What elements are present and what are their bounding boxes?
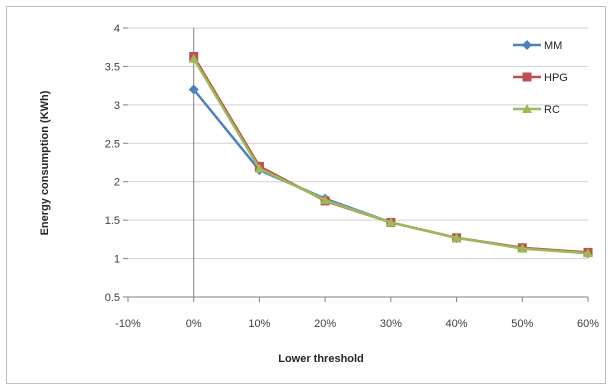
y-tick-label: 3 (114, 100, 120, 112)
data-point-rc (583, 248, 593, 258)
chart-frame (6, 6, 606, 384)
legend-marker-rc (522, 104, 532, 113)
y-tick-label: 1.5 (105, 215, 120, 227)
y-tick-labels: 0.5 1 1.5 2 2.5 3 3.5 4 (105, 23, 120, 304)
x-tick-label: 60% (577, 318, 599, 330)
y-tick-label: 2.5 (105, 138, 120, 150)
data-point-rc (188, 53, 199, 63)
x-tick-label: 10% (248, 318, 270, 330)
y-tick-label: 2 (114, 177, 120, 189)
data-point-rc (385, 217, 396, 227)
x-tick-label: -10% (115, 318, 141, 330)
x-tick-labels: -10% 0% 10% 20% 30% 40% 50% 60% (115, 318, 599, 330)
data-point-rc (320, 195, 331, 205)
series-line-mm (192, 88, 589, 255)
gridlines (128, 27, 588, 298)
legend-label-hpg: HPG (544, 72, 568, 84)
legend-marker-hpg (522, 72, 532, 82)
y-tick-label: 3.5 (105, 61, 120, 73)
legend-label-rc: RC (544, 104, 560, 116)
legend-label-mm: MM (544, 40, 562, 52)
x-tick-label: 20% (314, 318, 336, 330)
y-tick-label: 0.5 (105, 292, 120, 304)
series-lines (188, 51, 593, 259)
data-point-rc (254, 163, 265, 173)
data-point-rc (451, 232, 462, 242)
y-tick-label: 4 (114, 23, 120, 35)
axes (123, 27, 589, 302)
data-point-mm (188, 84, 199, 95)
data-point-rc (517, 243, 528, 253)
x-axis-label: Lower threshold (278, 353, 364, 365)
legend-marker-mm (522, 40, 532, 50)
x-tick-label: 0% (186, 318, 202, 330)
x-tick-label: 50% (511, 318, 533, 330)
x-tick-label: 30% (380, 318, 402, 330)
y-tick-label: 1 (114, 254, 120, 266)
x-tick-label: 40% (446, 318, 468, 330)
y-axis-label: Energy consumption (KWh) (39, 90, 51, 235)
legend: MM HPG RC (513, 40, 568, 116)
